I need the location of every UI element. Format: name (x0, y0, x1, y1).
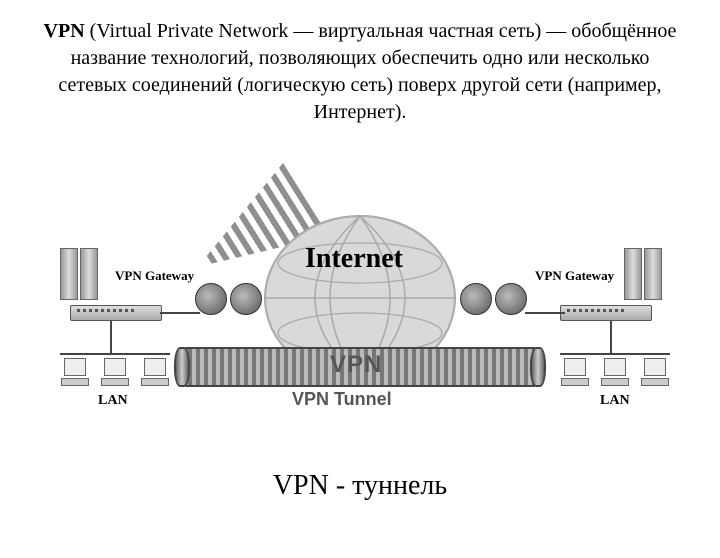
connector-line (160, 312, 200, 314)
lan-line-right (560, 353, 670, 355)
vpn-diagram: Internet VPN VPN Tunnel VPN Gateway LAN … (60, 193, 660, 453)
connector-line (525, 312, 565, 314)
title-strong: VPN (44, 20, 85, 42)
firewall-left-b-icon (230, 283, 262, 315)
internet-label: Internet (305, 243, 403, 275)
firewall-right-b-icon (460, 283, 492, 315)
title-rest: (Virtual Private Network — виртуальная ч… (58, 20, 676, 123)
pc-icon (60, 358, 90, 384)
firewall-right-a-icon (495, 283, 527, 315)
vpn-gateway-left-icon (70, 305, 162, 321)
firewall-left-a-icon (195, 283, 227, 315)
vpn-tunnel-label: VPN Tunnel (292, 389, 392, 410)
server-tower-icon (60, 248, 78, 300)
diagram-caption: VPN - туннель (0, 470, 720, 502)
server-tower-icon (644, 248, 662, 300)
vpn-gateway-right-icon (560, 305, 652, 321)
page-title: VPN (Virtual Private Network — виртуальн… (40, 18, 680, 126)
vpn-gateway-left-label: VPN Gateway (115, 268, 194, 284)
server-tower-icon (80, 248, 98, 300)
pc-icon (600, 358, 630, 384)
connector-line (610, 321, 612, 353)
pc-icon (560, 358, 590, 384)
pc-icon (140, 358, 170, 384)
pc-icon (100, 358, 130, 384)
vpn-gateway-right-label: VPN Gateway (535, 268, 614, 284)
pc-icon (640, 358, 670, 384)
server-tower-icon (624, 248, 642, 300)
vpn-label: VPN (330, 351, 382, 379)
connector-line (110, 321, 112, 353)
lan-right-label: LAN (600, 393, 630, 409)
lan-left-label: LAN (98, 393, 128, 409)
lan-line-left (60, 353, 170, 355)
